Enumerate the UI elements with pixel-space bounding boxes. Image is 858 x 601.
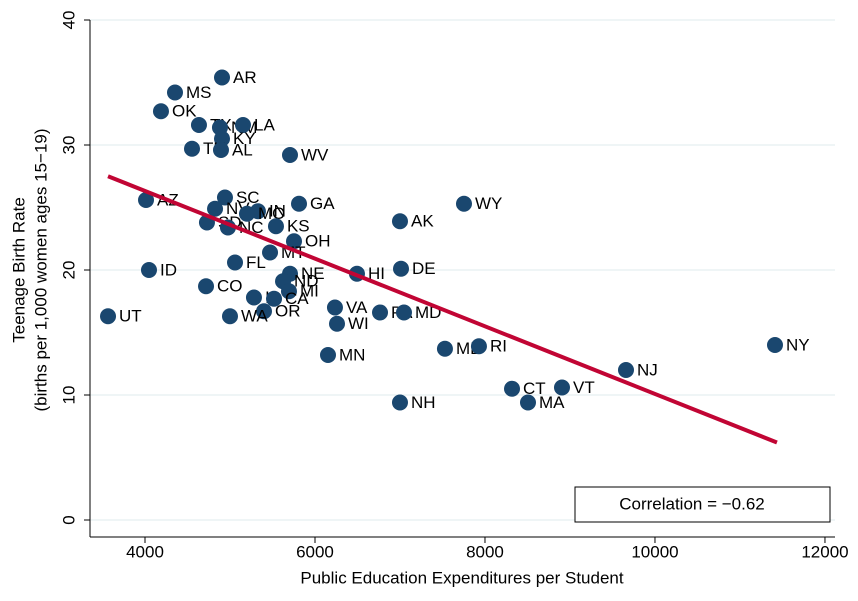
point [553,379,570,396]
point [391,394,408,411]
point-label: NE [301,264,325,283]
x-tick-label: 4000 [126,542,164,561]
point [329,315,346,332]
point [214,69,231,86]
point-label: NJ [637,360,658,379]
point-label: WI [348,314,369,333]
point [221,308,238,325]
point [255,303,272,320]
point [281,147,298,163]
point [138,192,155,208]
point-label: FL [246,253,266,272]
point-label: UT [119,307,142,326]
point [212,142,229,158]
point [326,299,343,316]
point [504,380,521,397]
point-label: AL [232,140,253,159]
point [152,103,169,120]
point [393,260,410,277]
point [190,117,207,133]
y-axis-label: Teenage Birth Rate [9,197,28,343]
point [285,233,302,250]
point [267,218,284,235]
point-label: RI [490,337,507,356]
y-tick-label: 10 [59,386,78,405]
point [519,394,536,411]
point [245,289,262,306]
point-label: MO [258,204,285,223]
y-tick-label: 0 [59,515,78,524]
point [227,254,244,271]
point [455,195,472,212]
point [207,200,224,217]
point-label: ID [160,260,177,279]
x-tick-label: 12000 [801,542,848,561]
point-label: CO [217,277,243,296]
point [391,213,408,230]
fit-line [107,174,778,445]
point-label: MN [339,345,365,364]
annotation: Correlation = −0.62 [619,494,765,513]
point-label: GA [310,194,335,213]
point-label: AR [233,68,257,87]
point [262,244,279,261]
annotation-box [574,486,831,523]
y-tick-label: 40 [59,11,78,30]
point-label: MI [300,282,319,301]
point [266,290,283,307]
point-label: IN [269,202,286,221]
y-tick-label: 20 [59,261,78,280]
point [319,347,336,363]
point-label: ND [294,272,319,291]
point-label: VT [573,378,595,397]
point [183,140,200,157]
point-label: WY [475,194,502,213]
point-label: AK [411,212,434,231]
point-label: OH [305,232,331,251]
point-label: KS [287,217,310,236]
point [395,304,412,321]
point [166,84,183,101]
y-tick-label: 30 [59,136,78,155]
point-label: NH [411,393,436,412]
point-label: NY [786,335,810,354]
point [617,362,634,378]
x-tick-label: 8000 [466,542,504,561]
y-axis-label: (births per 1,000 women ages 15−19) [31,128,50,411]
point [280,283,297,300]
point [291,195,308,212]
point-label: WV [301,145,329,164]
x-axis-label: Public Education Expenditures per Studen… [300,568,623,587]
point-label: WA [241,307,268,326]
point-label: CA [285,289,309,308]
point-label: DE [412,259,436,278]
point [140,262,157,278]
point [216,189,233,206]
point-label: OR [275,302,301,321]
point-label: MS [186,83,212,102]
point-label: KY [233,129,256,148]
x-tick-label: 10000 [631,542,678,561]
x-tick-label: 6000 [296,542,334,561]
point [234,117,251,133]
point-label: SC [236,188,260,207]
point [470,338,487,355]
point-label: OK [172,102,197,121]
point-label: CT [523,379,546,398]
point [100,308,117,325]
point [198,278,215,295]
point-label: MA [539,393,565,412]
point [238,205,255,222]
point [766,337,783,353]
point-label: HI [368,264,385,283]
point-label: LA [254,115,275,134]
point-label: VA [346,298,368,317]
point [436,340,453,357]
point [372,304,389,321]
